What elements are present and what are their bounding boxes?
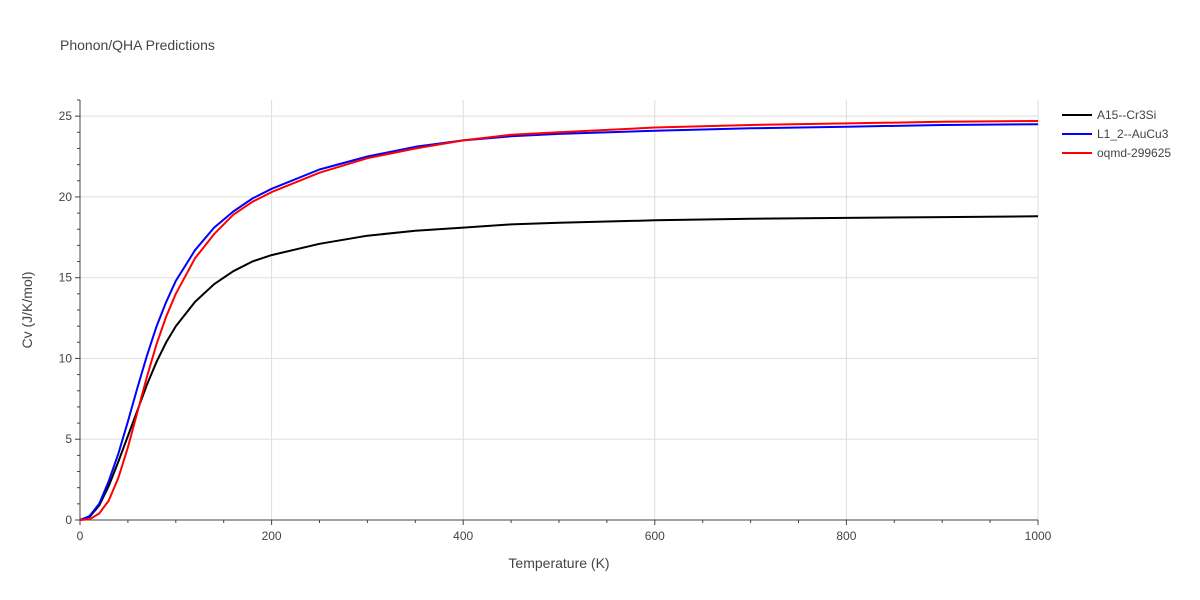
- legend-item[interactable]: A15--Cr3Si: [1062, 108, 1156, 122]
- legend-label: A15--Cr3Si: [1097, 108, 1156, 122]
- y-tick-label: 20: [59, 190, 73, 204]
- y-tick-label: 15: [59, 271, 73, 285]
- legend-item[interactable]: L1_2--AuCu3: [1062, 127, 1169, 141]
- series-layer: [79, 120, 1039, 521]
- legend-label: oqmd-299625: [1097, 146, 1171, 160]
- legend-item[interactable]: oqmd-299625: [1062, 146, 1171, 160]
- axes: 0 200 400 600 800 1000 0 5 10 15 20 25: [59, 99, 1052, 543]
- x-tick-label: 200: [262, 529, 282, 543]
- y-tick-label: 10: [59, 351, 73, 365]
- x-tick-label: 800: [836, 529, 856, 543]
- x-tick-label: 1000: [1025, 529, 1052, 543]
- series-line-oqmd-299625: [79, 120, 1039, 521]
- series-line-a15-cr3si: [79, 215, 1039, 521]
- x-tick-label: 600: [645, 529, 665, 543]
- grid: [80, 100, 1039, 520]
- y-tick-label: 0: [65, 513, 72, 527]
- y-tick-label: 25: [59, 109, 73, 123]
- y-axis-title: Cv (J/K/mol): [19, 272, 35, 349]
- x-axis-title: Temperature (K): [508, 555, 609, 571]
- legend[interactable]: A15--Cr3Si L1_2--AuCu3 oqmd-299625: [1062, 108, 1171, 160]
- x-tick-label: 400: [453, 529, 473, 543]
- legend-label: L1_2--AuCu3: [1097, 127, 1169, 141]
- x-tick-label: 0: [77, 529, 84, 543]
- series-line-l1-2-aucu3: [79, 123, 1039, 521]
- chart-title: Phonon/QHA Predictions: [60, 37, 215, 53]
- y-tick-label: 5: [65, 432, 72, 446]
